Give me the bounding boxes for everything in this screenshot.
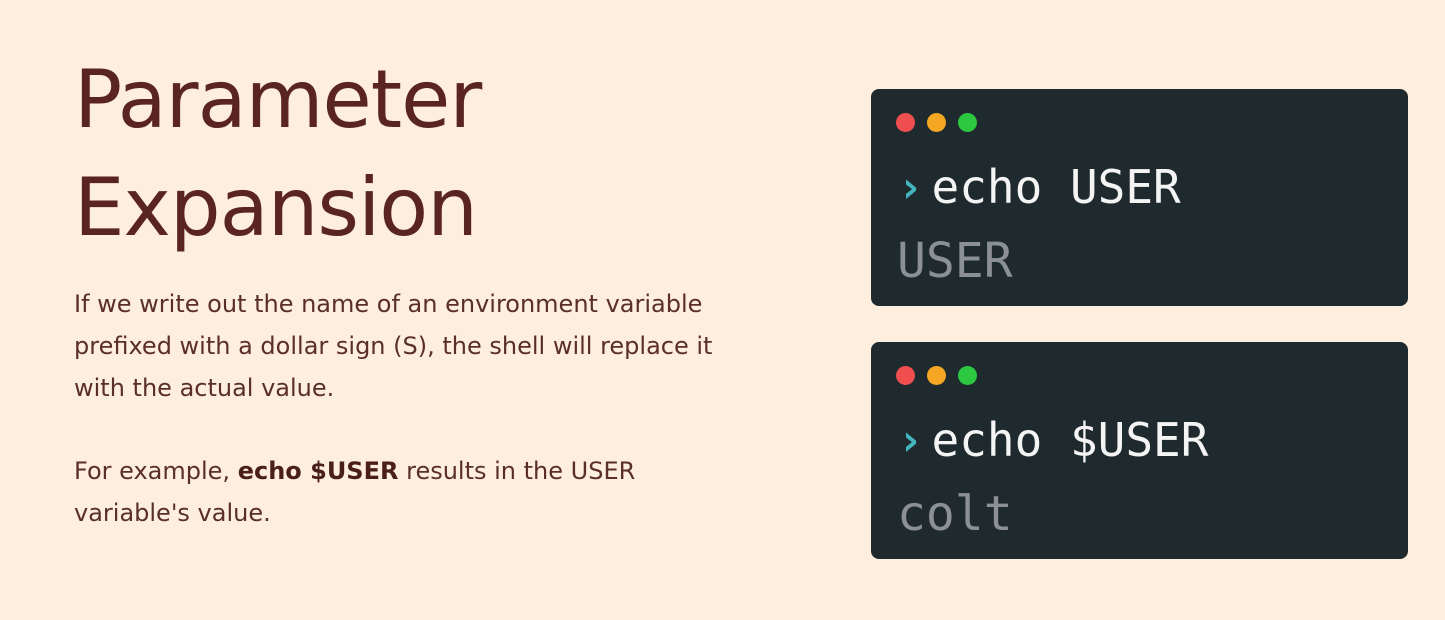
prompt-chevron-icon: › — [897, 414, 924, 466]
terminal-window-1: › echo USER USER — [871, 89, 1408, 306]
close-dot-icon — [896, 113, 915, 132]
window-controls — [896, 366, 977, 385]
example-paragraph: For example, echo $USER results in the U… — [74, 450, 724, 534]
maximize-dot-icon — [958, 366, 977, 385]
prompt-chevron-icon: › — [897, 161, 924, 213]
maximize-dot-icon — [958, 113, 977, 132]
window-controls — [896, 113, 977, 132]
example-suffix: results in the USER variable's value. — [74, 457, 636, 527]
command-output: USER — [897, 233, 1013, 289]
command-output: colt — [897, 486, 1013, 542]
command-line: › echo USER — [897, 159, 1181, 215]
minimize-dot-icon — [927, 113, 946, 132]
slide-title: Parameter Expansion — [74, 46, 482, 262]
example-prefix: For example, — [74, 457, 238, 485]
example-command: echo $USER — [237, 457, 399, 485]
command-text: echo $USER — [931, 413, 1209, 467]
slide-title-line-2: Expansion — [74, 161, 478, 254]
command-text: echo USER — [931, 160, 1181, 214]
terminal-window-2: › echo $USER colt — [871, 342, 1408, 559]
slide-title-line-1: Parameter — [74, 53, 482, 146]
close-dot-icon — [896, 366, 915, 385]
minimize-dot-icon — [927, 366, 946, 385]
command-line: › echo $USER — [897, 412, 1208, 468]
description-paragraph: If we write out the name of an environme… — [74, 290, 713, 402]
